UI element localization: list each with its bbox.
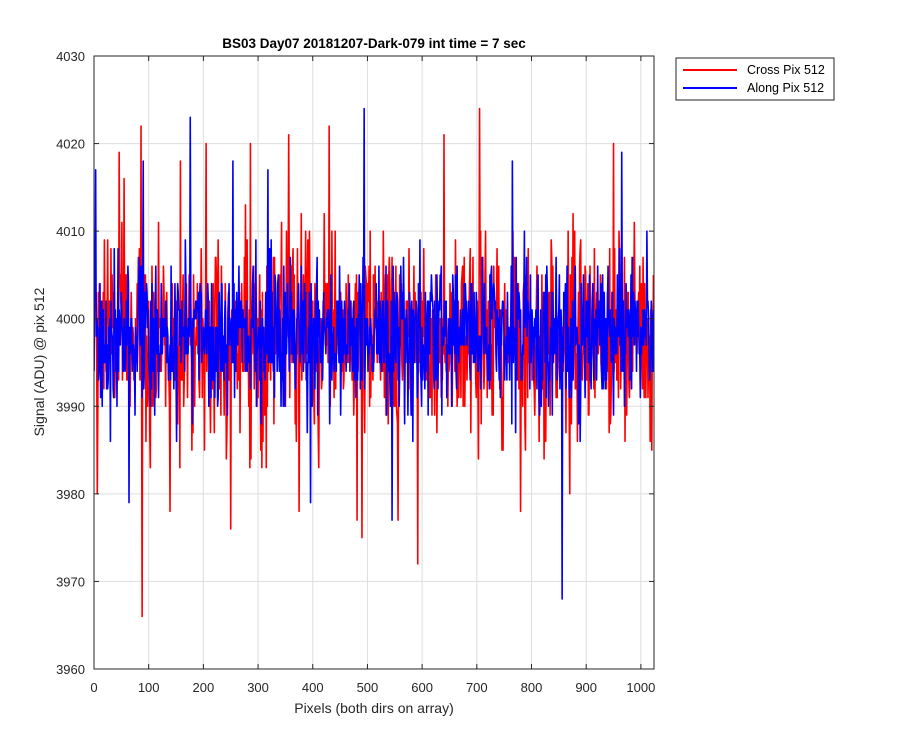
x-tick-label: 1000 — [626, 680, 655, 695]
legend-label-along-pix-512: Along Pix 512 — [747, 81, 824, 95]
y-tick-label: 4030 — [56, 49, 85, 64]
series-layer — [94, 107, 654, 618]
x-tick-label: 300 — [247, 680, 269, 695]
y-tick-label: 4010 — [56, 224, 85, 239]
y-tick-labels: 3960 3970 3980 3990 4000 4010 4020 4030 — [56, 49, 85, 677]
y-tick-label: 3970 — [56, 574, 85, 589]
ticks — [93, 55, 654, 670]
x-tick-label: 200 — [193, 680, 215, 695]
plot-frame — [93, 55, 655, 670]
x-axis-label: Pixels (both dirs on array) — [294, 700, 454, 716]
x-tick-label: 700 — [466, 680, 488, 695]
x-tick-label: 400 — [302, 680, 324, 695]
x-tick-label: 600 — [411, 680, 433, 695]
x-tick-label: 500 — [357, 680, 379, 695]
y-tick-label: 4000 — [56, 312, 85, 327]
x-tick-labels: 0 100 200 300 400 500 600 700 800 900 1000 — [90, 680, 655, 695]
series-line-along-pix-512 — [94, 107, 654, 600]
y-tick-label: 3960 — [56, 662, 85, 677]
legend-box — [675, 57, 835, 101]
y-tick-label: 3990 — [56, 399, 85, 414]
y-tick-label: 4020 — [56, 137, 85, 152]
legend: Cross Pix 512 Along Pix 512 — [675, 57, 835, 101]
chart-title: BS03 Day07 20181207-Dark-079 int time = … — [222, 36, 526, 51]
x-tick-label: 800 — [521, 680, 543, 695]
y-axis-label: Signal (ADU) @ pix 512 — [31, 287, 47, 436]
x-tick-label: 900 — [575, 680, 597, 695]
x-tick-label: 100 — [138, 680, 160, 695]
y-tick-label: 3980 — [56, 487, 85, 502]
x-tick-label: 0 — [90, 680, 97, 695]
legend-label-cross-pix-512: Cross Pix 512 — [747, 63, 825, 77]
